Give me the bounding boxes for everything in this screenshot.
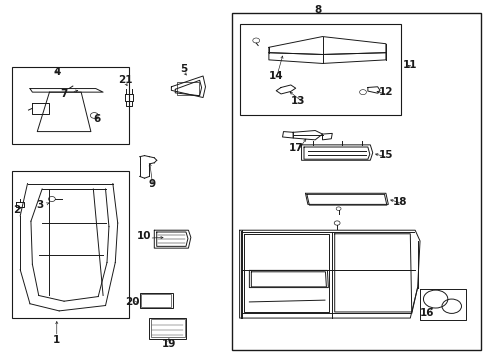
Text: 8: 8 <box>313 5 321 15</box>
Bar <box>177 82 198 95</box>
Text: 16: 16 <box>419 308 434 318</box>
Text: 3: 3 <box>36 200 43 210</box>
Text: 17: 17 <box>288 143 303 153</box>
Text: 13: 13 <box>290 96 305 106</box>
Text: 11: 11 <box>402 60 417 70</box>
Bar <box>12 67 129 144</box>
Text: 1: 1 <box>53 334 61 345</box>
Bar <box>141 294 171 307</box>
Text: 15: 15 <box>378 150 392 160</box>
Text: 21: 21 <box>118 75 132 85</box>
Bar <box>12 171 129 318</box>
Text: 4: 4 <box>53 67 61 77</box>
Text: 14: 14 <box>268 71 283 81</box>
Text: 9: 9 <box>148 179 155 189</box>
Bar <box>239 24 400 116</box>
Bar <box>232 13 480 350</box>
Text: 5: 5 <box>180 64 187 74</box>
Bar <box>151 319 184 337</box>
Text: 6: 6 <box>93 114 101 124</box>
Text: 18: 18 <box>392 197 407 207</box>
Text: 20: 20 <box>125 297 139 307</box>
Text: 10: 10 <box>137 231 151 240</box>
Text: 7: 7 <box>61 89 68 99</box>
Text: 2: 2 <box>13 206 20 216</box>
Text: 12: 12 <box>378 87 392 97</box>
Bar <box>140 293 172 308</box>
Text: 19: 19 <box>162 339 176 349</box>
Bar <box>149 318 185 338</box>
